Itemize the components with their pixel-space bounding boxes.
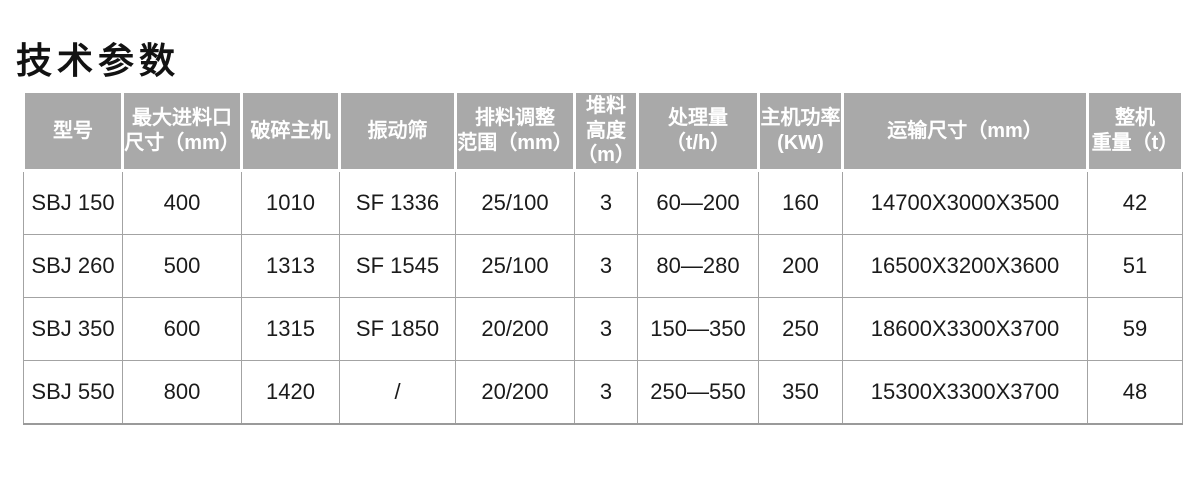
cell-crusher-unit: 1315 [241, 296, 340, 361]
cell-crusher-unit: 1420 [241, 359, 340, 425]
column-header-model: 型号 [22, 89, 124, 172]
cell-crusher-unit: 1313 [241, 233, 340, 298]
cell-discharge-range: 20/200 [455, 296, 575, 361]
cell-transport-dimensions: 14700X3000X3500 [842, 169, 1088, 235]
cell-capacity: 60—200 [637, 169, 759, 235]
cell-discharge-range: 25/100 [455, 233, 575, 298]
cell-vibrating-screen: SF 1850 [339, 296, 456, 361]
column-header-transport-dimensions: 运输尺寸（mm） [841, 89, 1089, 172]
cell-transport-dimensions: 16500X3200X3600 [842, 233, 1088, 298]
cell-model: SBJ 550 [23, 359, 123, 425]
cell-max-feed-size: 400 [122, 169, 242, 235]
header-line: 最大进料口 [132, 107, 232, 130]
header-line: 排料调整 [475, 107, 555, 130]
cell-discharge-range: 25/100 [455, 169, 575, 235]
cell-main-power: 350 [758, 359, 843, 425]
table-row: SBJ 550 800 1420 / 20/200 3 250—550 350 … [23, 359, 1183, 425]
cell-max-feed-size: 500 [122, 233, 242, 298]
cell-model: SBJ 150 [23, 169, 123, 235]
header-line: 高度 [586, 119, 626, 142]
column-header-total-weight: 整机 重量（t） [1086, 89, 1184, 172]
column-header-crusher-unit: 破碎主机 [240, 89, 341, 172]
table-header: 型号 最大进料口 尺寸（mm） 破碎主机 振动筛 排料调整 范围（mm） 堆料 [22, 89, 1184, 172]
cell-vibrating-screen: SF 1545 [339, 233, 456, 298]
column-header-discharge-range: 排料调整 范围（mm） [454, 89, 576, 172]
header-row: 型号 最大进料口 尺寸（mm） 破碎主机 振动筛 排料调整 范围（mm） 堆料 [22, 89, 1184, 172]
cell-capacity: 150—350 [637, 296, 759, 361]
cell-model: SBJ 260 [23, 233, 123, 298]
table-body: SBJ 150 400 1010 SF 1336 25/100 3 60—200… [23, 169, 1183, 425]
cell-stockpile-height: 3 [574, 296, 638, 361]
header-line: 运输尺寸（mm） [887, 119, 1043, 142]
header-line: （m） [577, 143, 635, 166]
table-row: SBJ 350 600 1315 SF 1850 20/200 3 150—35… [23, 296, 1183, 361]
cell-vibrating-screen: / [339, 359, 456, 425]
spec-table: 型号 最大进料口 尺寸（mm） 破碎主机 振动筛 排料调整 范围（mm） 堆料 [22, 89, 1184, 425]
cell-total-weight: 51 [1087, 233, 1183, 298]
header-line: 范围（mm） [457, 131, 573, 154]
header-line: 型号 [53, 119, 93, 142]
header-line: 主机功率 [760, 107, 841, 130]
cell-model: SBJ 350 [23, 296, 123, 361]
cell-total-weight: 42 [1087, 169, 1183, 235]
cell-main-power: 160 [758, 169, 843, 235]
header-line: (KW) [777, 131, 824, 154]
cell-total-weight: 48 [1087, 359, 1183, 425]
cell-capacity: 80—280 [637, 233, 759, 298]
page-title: 技术参数 [16, 40, 181, 81]
cell-vibrating-screen: SF 1336 [339, 169, 456, 235]
table-row: SBJ 150 400 1010 SF 1336 25/100 3 60—200… [23, 169, 1183, 235]
header-line: 尺寸（mm） [124, 131, 240, 154]
cell-discharge-range: 20/200 [455, 359, 575, 425]
cell-total-weight: 59 [1087, 296, 1183, 361]
cell-transport-dimensions: 18600X3300X3700 [842, 296, 1088, 361]
cell-transport-dimensions: 15300X3300X3700 [842, 359, 1088, 425]
cell-main-power: 250 [758, 296, 843, 361]
column-header-capacity: 处理量 （t/h） [636, 89, 760, 172]
column-header-main-power: 主机功率 (KW) [757, 89, 844, 172]
cell-crusher-unit: 1010 [241, 169, 340, 235]
column-header-vibrating-screen: 振动筛 [338, 89, 457, 172]
header-line: 整机 [1115, 107, 1155, 130]
header-line: 重量（t） [1091, 131, 1179, 154]
cell-stockpile-height: 3 [574, 233, 638, 298]
header-line: 处理量 [668, 107, 728, 130]
cell-max-feed-size: 600 [122, 296, 242, 361]
cell-capacity: 250—550 [637, 359, 759, 425]
header-line: 堆料 [586, 95, 626, 118]
header-line: 振动筛 [367, 119, 428, 142]
header-line: 破碎主机 [250, 119, 331, 142]
cell-main-power: 200 [758, 233, 843, 298]
cell-stockpile-height: 3 [574, 169, 638, 235]
cell-stockpile-height: 3 [574, 359, 638, 425]
cell-max-feed-size: 800 [122, 359, 242, 425]
header-line: （t/h） [665, 131, 731, 154]
column-header-stockpile-height: 堆料 高度 （m） [573, 89, 639, 172]
column-header-max-feed-size: 最大进料口 尺寸（mm） [121, 89, 243, 172]
table-row: SBJ 260 500 1313 SF 1545 25/100 3 80—280… [23, 233, 1183, 298]
